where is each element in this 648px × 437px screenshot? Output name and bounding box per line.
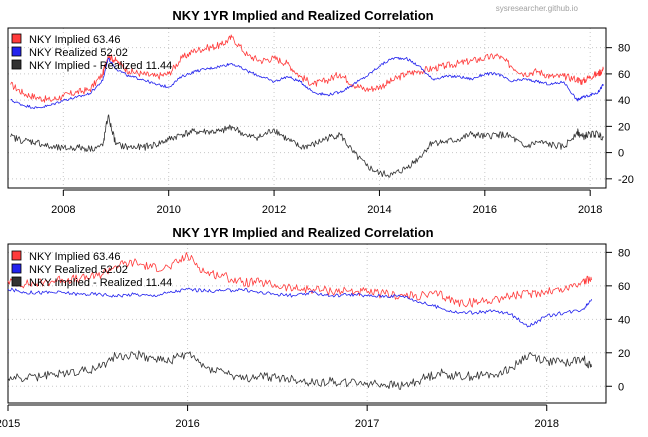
series-line [7,252,592,308]
y-tick-label: 80 [618,247,630,259]
chart-panel-bottom: NKY 1YR Implied and Realized Correlation… [0,225,630,430]
y-tick-label: 0 [618,148,624,160]
legend-swatch [11,33,22,44]
legend-label: NKY Implied - Realized 11.44 [29,60,172,72]
series-line [10,34,604,103]
series-line [10,57,604,110]
x-tick-label: 2016 [473,204,497,216]
x-tick-label: 2015 [0,418,20,430]
watermark: sysresearcher.github.io [496,4,579,13]
y-tick-label: 0 [618,381,624,393]
series-line [7,350,592,390]
chart-title: NKY 1YR Implied and Realized Correlation [172,225,433,240]
y-tick-label: 80 [618,43,630,55]
legend-label: NKY Realized 52.02 [29,264,128,276]
y-tick-label: 40 [618,95,630,107]
legend-swatch [11,250,22,261]
y-tick-label: 60 [618,281,630,293]
x-tick-label: 2018 [534,418,558,430]
y-tick-label: 20 [618,348,630,360]
legend-label: NKY Implied - Realized 11.44 [29,277,172,289]
legend-swatch [11,263,22,274]
legend-swatch [11,276,22,287]
x-tick-label: 2017 [355,418,379,430]
legend-swatch [11,46,22,57]
x-tick-label: 2016 [175,418,199,430]
y-tick-label: -20 [618,174,634,186]
legend-swatch [11,59,22,70]
series-line [7,287,592,328]
y-tick-label: 40 [618,314,630,326]
x-tick-label: 2010 [156,204,180,216]
legend-label: NKY Realized 52.02 [29,47,128,59]
x-tick-label: 2014 [367,204,391,216]
series-line [10,114,604,178]
legend-label: NKY Implied 63.46 [29,251,121,263]
y-tick-label: 60 [618,69,630,81]
chart-title: NKY 1YR Implied and Realized Correlation [172,8,433,23]
chart-panel-top: NKY 1YR Implied and Realized Correlation… [7,8,634,216]
y-tick-label: 20 [618,121,630,133]
x-tick-label: 2018 [578,204,602,216]
x-tick-label: 2008 [51,204,75,216]
x-tick-label: 2012 [262,204,286,216]
legend-label: NKY Implied 63.46 [29,34,121,46]
